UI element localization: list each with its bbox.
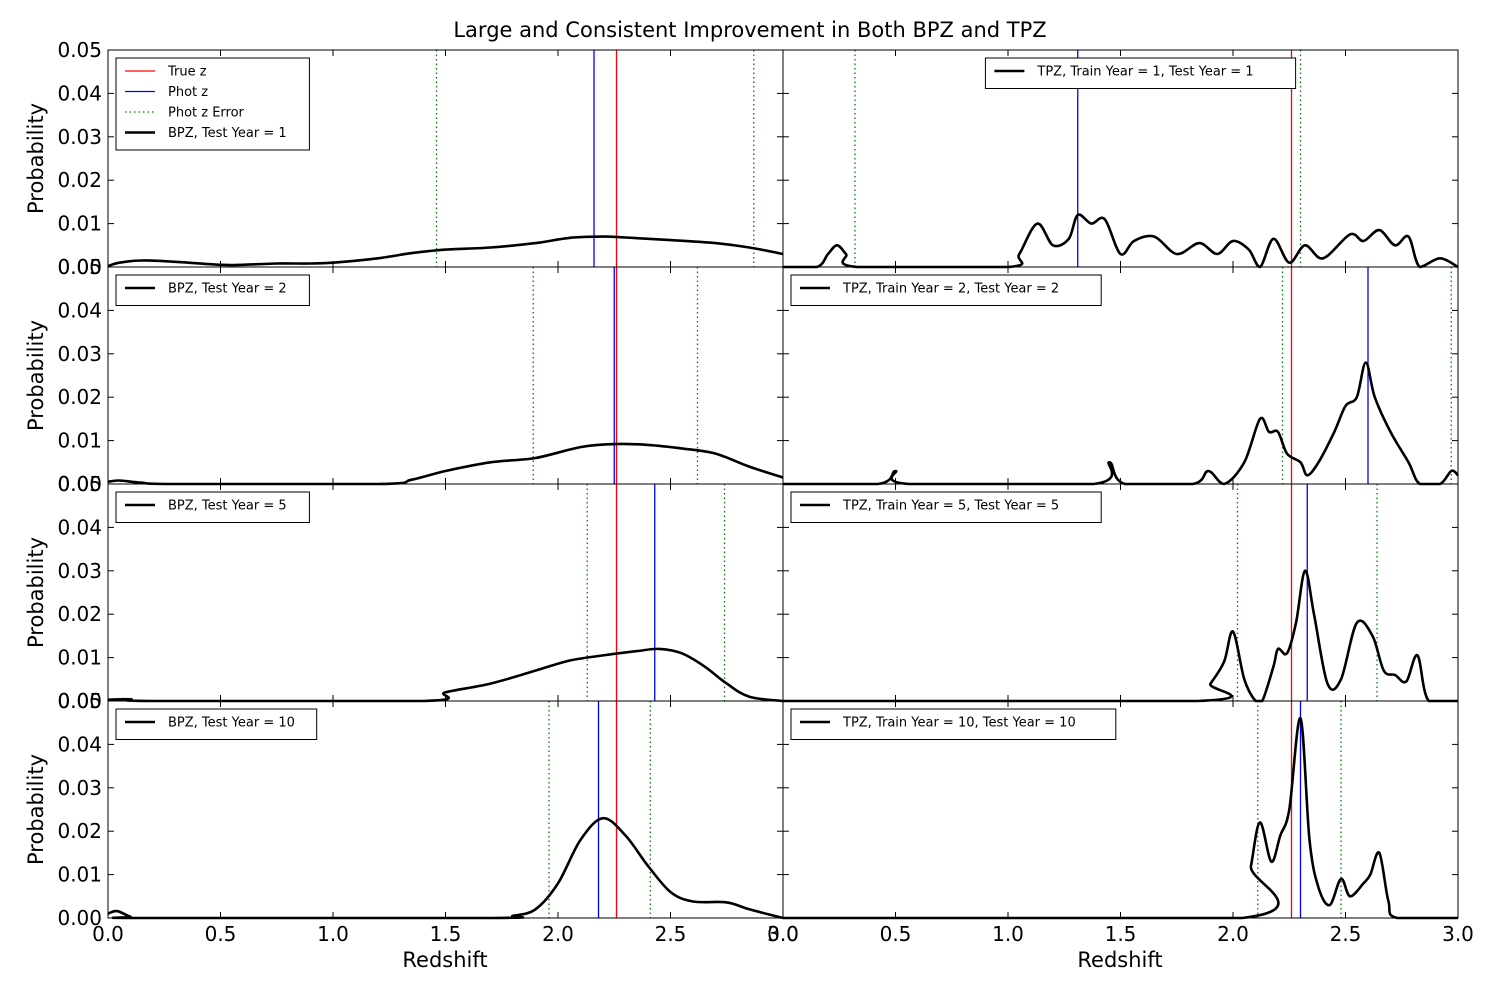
y-axis-label: Probability: [24, 103, 48, 214]
legend-box: [115, 57, 310, 151]
pdf-curve: [783, 717, 1458, 920]
y-tick-label: 0.03: [57, 125, 102, 149]
y-tick-label: 0.03: [57, 342, 102, 366]
x-tick-label: 0.5: [880, 922, 912, 946]
legend-label: BPZ, Test Year = 1: [168, 126, 287, 141]
pdf-curve: [782, 361, 1459, 486]
x-axis-label-right: Redshift: [1077, 948, 1162, 972]
legend-box: [790, 491, 1102, 523]
legend-box: [790, 274, 1102, 306]
x-tick-label: 1.0: [992, 922, 1024, 946]
y-tick-label: 0.01: [57, 429, 102, 453]
legend: TPZ, Train Year = 10, Test Year = 10: [790, 708, 1117, 740]
pdf-curve: [107, 816, 784, 920]
y-tick-label: 0.00: [57, 255, 102, 279]
pdf-curve: [107, 442, 784, 486]
legend-box: [115, 708, 318, 740]
legend-label: TPZ, Train Year = 5, Test Year = 5: [842, 499, 1059, 514]
x-tick-label: 3.0: [767, 922, 799, 946]
x-tick-label: 0.5: [205, 922, 237, 946]
legend-box: [115, 491, 310, 523]
x-tick-label: 2.5: [1330, 922, 1362, 946]
x-tick-label: 2.0: [1217, 922, 1249, 946]
figure-title: Large and Consistent Improvement in Both…: [453, 18, 1046, 42]
panel-tpz-row4: 0.0 0.5 1.0 1.5 2.0 2.5 3.0 TPZ, Train Year = 1…: [767, 700, 1474, 946]
x-tick-label: 3.0: [1442, 922, 1474, 946]
panels: 0.00 0.01 0.02 0.03 0.04 0.05 Probability True …: [24, 38, 1474, 946]
y-tick-label: 0.01: [57, 863, 102, 887]
legend: TPZ, Train Year = 1, Test Year = 1: [984, 57, 1297, 89]
y-tick-label: 0.05: [57, 255, 102, 279]
y-tick-label: 0.02: [57, 602, 102, 626]
axes-frame: [782, 700, 1459, 919]
panel-tpz-row3: TPZ, Train Year = 5, Test Year = 5: [782, 483, 1459, 703]
y-tick-label: 0.02: [57, 385, 102, 409]
legend-label: BPZ, Test Year = 2: [168, 282, 287, 297]
legend-label: True z: [167, 65, 207, 80]
y-axis-label: Probability: [24, 754, 48, 865]
y-tick-label: 0.01: [57, 212, 102, 236]
panel-bpz-row1: 0.00 0.01 0.02 0.03 0.04 0.05 Probability True …: [24, 38, 784, 279]
legend: BPZ, Test Year = 10: [115, 708, 318, 740]
x-tick-label: 1.5: [1105, 922, 1137, 946]
legend: TPZ, Train Year = 2, Test Year = 2: [790, 274, 1102, 306]
x-tick-label: 1.0: [317, 922, 349, 946]
y-tick-label: 0.01: [57, 646, 102, 670]
y-tick-label: 0.04: [57, 81, 102, 105]
legend-label: TPZ, Train Year = 1, Test Year = 1: [1036, 65, 1253, 80]
x-axis-label-left: Redshift: [402, 948, 487, 972]
x-tick-label: 0.0: [92, 922, 124, 946]
legend-label: Phot z Error: [168, 106, 245, 121]
pdf-curve: [107, 647, 784, 703]
y-tick-label: 0.03: [57, 559, 102, 583]
legend: BPZ, Test Year = 2: [115, 274, 310, 306]
legend-box: [984, 57, 1297, 89]
pdf-curve: [107, 235, 784, 268]
pdf-curve: [782, 213, 1459, 269]
legend: True z Phot z Phot z Error BPZ, Test Year =…: [115, 57, 310, 151]
x-tick-label: 2.5: [655, 922, 687, 946]
y-tick-label: 0.02: [57, 819, 102, 843]
x-tick-label: 2.0: [542, 922, 574, 946]
y-tick-label: 0.04: [57, 298, 102, 322]
legend-label: TPZ, Train Year = 2, Test Year = 2: [842, 282, 1059, 297]
legend-label: BPZ, Test Year = 10: [168, 716, 295, 731]
legend: TPZ, Train Year = 5, Test Year = 5: [790, 491, 1102, 523]
legend-label: BPZ, Test Year = 5: [168, 499, 287, 514]
y-tick-label: 0.00: [57, 689, 102, 713]
y-tick-label: 0.05: [57, 38, 102, 62]
y-axis-label: Probability: [24, 320, 48, 431]
x-tick-label: 0.0: [767, 922, 799, 946]
y-tick-label: 0.03: [57, 776, 102, 800]
y-tick-label: 0.05: [57, 472, 102, 496]
y-tick-label: 0.00: [57, 472, 102, 496]
legend-box: [115, 274, 310, 306]
y-axis-label: Probability: [24, 537, 48, 648]
y-tick-label: 0.04: [57, 515, 102, 539]
panel-bpz-row3: 0.00 0.01 0.02 0.03 0.04 0.05 Probability BPZ, …: [24, 472, 784, 713]
legend-label: Phot z: [168, 85, 208, 100]
y-tick-label: 0.04: [57, 732, 102, 756]
y-tick-label: 0.05: [57, 689, 102, 713]
panel-tpz-row2: TPZ, Train Year = 2, Test Year = 2: [782, 266, 1459, 486]
legend-box: [790, 708, 1117, 740]
legend-label: TPZ, Train Year = 10, Test Year = 10: [842, 716, 1076, 731]
y-tick-label: 0.00: [57, 906, 102, 930]
panel-bpz-row2: 0.00 0.01 0.02 0.03 0.04 0.05 Probability BPZ, …: [24, 255, 784, 496]
pdf-curve: [783, 569, 1458, 703]
y-tick-label: 0.02: [57, 168, 102, 192]
panel-tpz-row1: TPZ, Train Year = 1, Test Year = 1: [782, 49, 1459, 269]
legend: BPZ, Test Year = 5: [115, 491, 310, 523]
x-tick-label: 1.5: [430, 922, 462, 946]
